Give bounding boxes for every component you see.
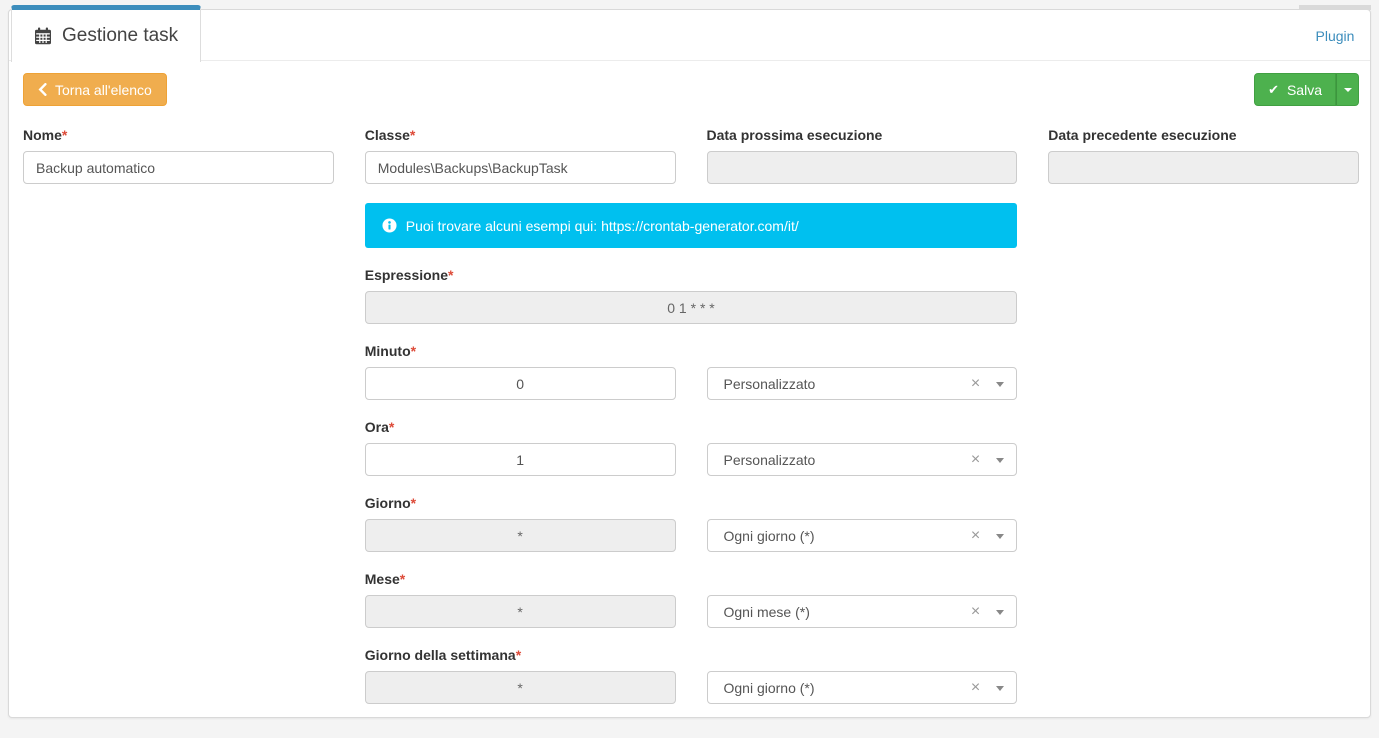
save-button[interactable]: ✔ Salva: [1254, 73, 1336, 106]
data-precedente-input: [1048, 151, 1359, 184]
espressione-input: [364, 291, 1018, 324]
giorno-label: Giorno*: [364, 495, 417, 511]
nome-input[interactable]: [23, 151, 334, 184]
nome-label: Nome*: [23, 127, 68, 143]
field-espressione: Espressione*: [364, 267, 1018, 324]
clear-icon[interactable]: ×: [970, 678, 981, 696]
chevron-down-icon: [996, 533, 1005, 539]
content-area: Torna all'elenco ✔ Salva Nome* Classe*: [9, 61, 1370, 704]
minuto-select[interactable]: Personalizzato ×: [706, 367, 1018, 400]
required-asterisk: *: [448, 267, 454, 283]
minuto-select-value: Personalizzato: [723, 375, 816, 392]
info-alert-text: Puoi trovare alcuni esempi qui: https://…: [405, 217, 799, 234]
back-to-list-button[interactable]: Torna all'elenco: [23, 73, 167, 106]
data-prossima-label: Data prossima esecuzione: [706, 127, 883, 143]
actions-row: Torna all'elenco ✔ Salva: [23, 73, 1359, 106]
field-giorno: Giorno*: [364, 495, 676, 552]
chevron-down-icon: [996, 457, 1005, 463]
giorno-select-value: Ogni giorno (*): [723, 527, 815, 544]
mese-label: Mese*: [364, 571, 406, 587]
ora-select[interactable]: Personalizzato ×: [706, 443, 1018, 476]
field-ora: Ora*: [364, 419, 676, 476]
ora-label: Ora*: [364, 419, 395, 435]
required-asterisk: *: [410, 343, 417, 359]
save-dropdown-toggle[interactable]: [1336, 73, 1359, 106]
giorno-select[interactable]: Ogni giorno (*) ×: [706, 519, 1018, 552]
clear-icon[interactable]: ×: [970, 374, 981, 392]
required-asterisk: *: [410, 495, 417, 511]
field-giorno-settimana: Giorno della settimana*: [364, 647, 676, 704]
task-form: Nome* Classe* Data prossima esecuzione D…: [23, 127, 1359, 704]
giorno-settimana-select[interactable]: Ogni giorno (*) ×: [706, 671, 1018, 704]
plugin-link[interactable]: Plugin: [1315, 28, 1355, 44]
mese-select[interactable]: Ogni mese (*) ×: [706, 595, 1018, 628]
back-button-label: Torna all'elenco: [55, 81, 152, 98]
save-button-group: ✔ Salva: [1254, 73, 1359, 106]
mese-select-value: Ogni mese (*): [723, 603, 810, 620]
tab-plugin[interactable]: Plugin: [1299, 5, 1371, 62]
classe-input[interactable]: [364, 151, 676, 184]
field-data-precedente: Data precedente esecuzione: [1048, 127, 1359, 184]
chevron-down-icon: [996, 685, 1005, 691]
giorno-input: [364, 519, 676, 552]
tab-strip: Gestione task Plugin: [9, 5, 1371, 62]
clear-icon[interactable]: ×: [970, 450, 981, 468]
clear-icon[interactable]: ×: [970, 526, 981, 544]
info-circle-icon: [382, 218, 397, 233]
page-title: Gestione task: [62, 25, 179, 46]
required-asterisk: *: [409, 127, 416, 143]
field-nome: Nome*: [23, 127, 334, 184]
classe-label: Classe*: [364, 127, 416, 143]
ora-input[interactable]: [364, 443, 676, 476]
field-data-prossima: Data prossima esecuzione: [706, 127, 1018, 184]
required-asterisk: *: [61, 127, 68, 143]
save-button-label: Salva: [1286, 81, 1322, 98]
mese-input: [364, 595, 676, 628]
minuto-label: Minuto*: [364, 343, 417, 359]
giorno-settimana-input: [364, 671, 676, 704]
info-alert: Puoi trovare alcuni esempi qui: https://…: [364, 203, 1018, 248]
calendar-icon: [34, 27, 52, 45]
data-prossima-input: [706, 151, 1018, 184]
required-asterisk: *: [399, 571, 406, 587]
caret-down-icon: [1343, 87, 1352, 92]
field-classe: Classe*: [364, 127, 676, 184]
main-panel: Gestione task Plugin Torna all'elenco ✔ …: [8, 5, 1371, 718]
minuto-input[interactable]: [364, 367, 676, 400]
chevron-down-icon: [996, 609, 1005, 615]
tab-gestione-task[interactable]: Gestione task: [11, 5, 202, 62]
data-precedente-label: Data precedente esecuzione: [1048, 127, 1237, 143]
required-asterisk: *: [515, 647, 522, 663]
required-asterisk: *: [388, 419, 395, 435]
giorno-settimana-select-value: Ogni giorno (*): [723, 679, 815, 696]
check-icon: ✔: [1268, 82, 1279, 97]
field-minuto: Minuto*: [364, 343, 676, 400]
field-mese: Mese*: [364, 571, 676, 628]
giorno-settimana-label: Giorno della settimana*: [364, 647, 522, 663]
chevron-down-icon: [996, 381, 1005, 387]
ora-select-value: Personalizzato: [723, 451, 816, 468]
clear-icon[interactable]: ×: [970, 602, 981, 620]
chevron-left-icon: [38, 83, 47, 96]
espressione-label: Espressione*: [364, 267, 454, 283]
